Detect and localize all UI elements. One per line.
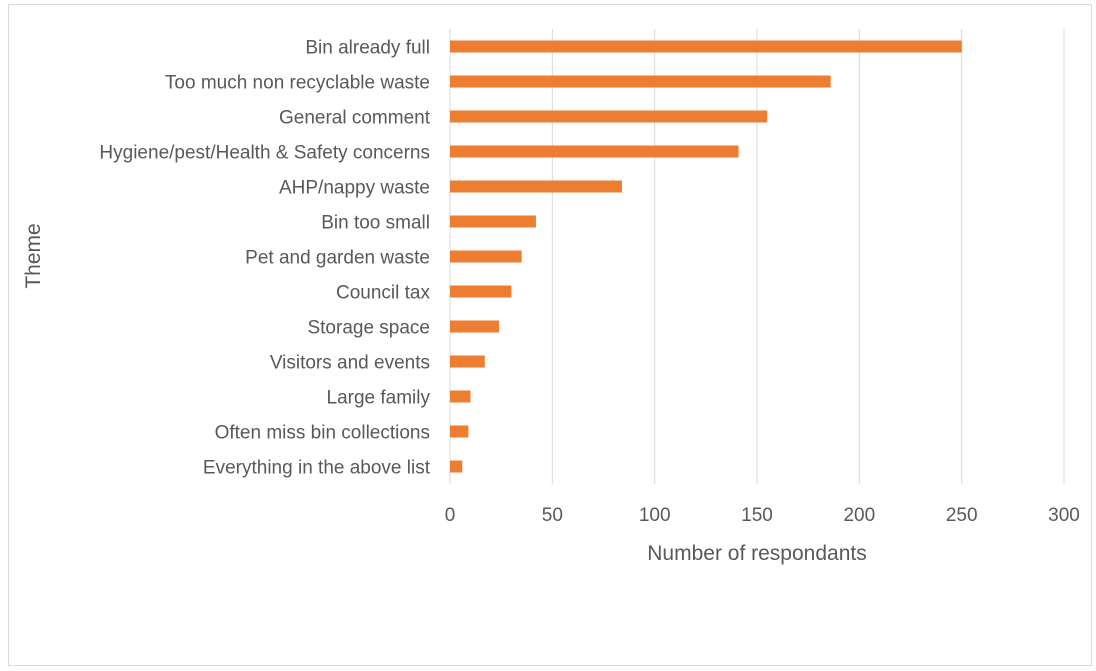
x-tick-labels: 0 50 100 150 200 250 300	[445, 505, 1080, 526]
bar	[450, 145, 739, 158]
x-axis-title: Number of respondants	[647, 542, 866, 565]
bar	[450, 425, 469, 438]
bar	[450, 215, 536, 228]
bar	[450, 180, 622, 193]
bars	[450, 40, 962, 473]
bar	[450, 110, 768, 123]
category-label: Visitors and events	[270, 353, 430, 374]
category-label: Everything in the above list	[203, 458, 431, 479]
category-label: Pet and garden waste	[245, 248, 430, 269]
x-tick-label: 100	[639, 505, 671, 526]
category-label: Council tax	[336, 283, 430, 304]
category-label: Often miss bin collections	[215, 423, 430, 444]
bar	[450, 250, 522, 263]
bar	[450, 75, 831, 88]
category-label: Too much non recyclable waste	[165, 73, 430, 94]
bar	[450, 460, 463, 473]
bar	[450, 285, 512, 298]
x-tick-label: 0	[445, 505, 456, 526]
bar	[450, 320, 500, 333]
category-labels: Bin already full Too much non recyclable …	[99, 38, 430, 479]
category-label: Storage space	[307, 318, 430, 339]
category-label: Bin already full	[305, 38, 430, 59]
gridlines	[449, 29, 1065, 484]
category-label: Hygiene/pest/Health & Safety concerns	[99, 143, 430, 164]
category-label: General comment	[279, 108, 431, 129]
category-label: AHP/nappy waste	[279, 178, 430, 199]
x-tick-label: 300	[1048, 505, 1080, 526]
x-tick-label: 50	[542, 505, 563, 526]
bar	[450, 40, 962, 53]
category-label: Large family	[327, 388, 431, 409]
bar	[450, 355, 485, 368]
x-tick-label: 250	[946, 505, 978, 526]
x-tick-label: 200	[843, 505, 875, 526]
category-label: Bin too small	[321, 213, 430, 234]
x-tick-label: 150	[741, 505, 773, 526]
y-axis-title: Theme	[22, 223, 45, 288]
bar	[450, 390, 471, 403]
